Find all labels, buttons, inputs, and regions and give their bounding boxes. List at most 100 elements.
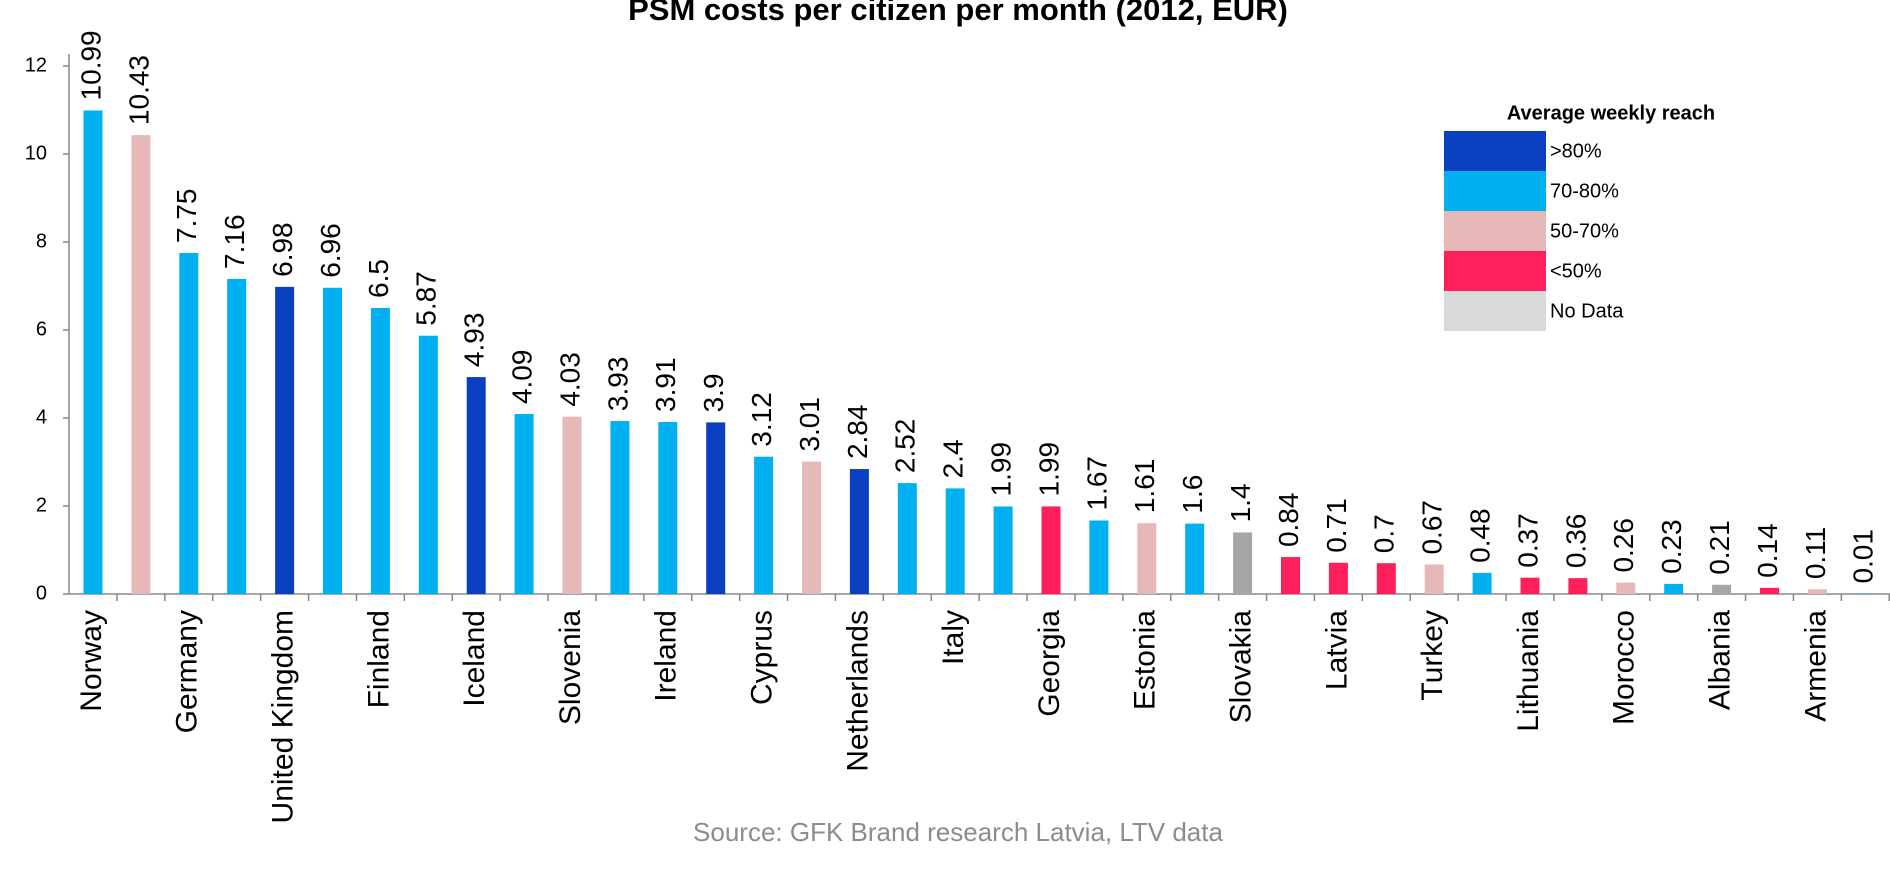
x-tick-label: Germany [171,610,204,733]
bar [1472,572,1492,594]
bar [1424,564,1444,594]
value-label: 0.23 [1656,519,1687,574]
value-label: 7.16 [219,214,250,269]
value-label: 3.93 [602,357,633,412]
legend-swatch [1444,211,1546,251]
bar [945,488,965,594]
x-tick-label: Iceland [458,610,491,707]
value-label: 2.52 [890,419,921,474]
x-tick-label: Cyprus [746,610,779,705]
value-label: 2.84 [842,405,873,460]
bar [323,287,342,594]
value-label: 4.03 [554,352,585,407]
bar [1616,582,1636,594]
value-label: 3.9 [698,373,729,412]
bar [1041,506,1061,594]
value-label: 1.61 [1129,459,1160,514]
bar [1520,577,1540,594]
bar [1233,532,1253,594]
bar [179,253,199,594]
x-tick-label: Norway [75,610,108,712]
value-label: 1.67 [1081,456,1112,511]
value-label: 0.37 [1512,513,1543,568]
value-label: 0.01 [1848,529,1879,584]
legend-label: 50-70% [1550,220,1619,242]
x-tick-label: Slovakia [1225,610,1258,724]
bar [897,483,917,594]
bar [275,286,295,594]
y-tick-label: 0 [36,582,47,604]
value-label: 5.87 [411,271,442,326]
legend-swatch [1444,291,1546,331]
x-tick-label: Lithuania [1512,610,1545,732]
value-label: 0.7 [1369,514,1400,553]
bar [83,110,103,594]
value-label: 6.5 [363,259,394,298]
value-label: 2.4 [938,439,969,478]
x-tick-label: United Kingdom [267,610,300,823]
chart-title: PSM costs per citizen per month (2012, E… [628,0,1288,27]
value-label: 0.71 [1321,498,1352,553]
bar [131,135,151,594]
legend-label: No Data [1550,300,1624,322]
legend-label: <50% [1550,260,1602,282]
value-label: 7.75 [171,189,202,244]
value-label: 1.6 [1177,475,1208,514]
bar [370,308,390,594]
x-tick-label: Morocco [1608,610,1641,725]
bar [1328,562,1348,594]
value-label: 3.01 [794,397,825,452]
value-label: 6.98 [267,222,298,277]
y-tick-label: 4 [36,406,47,428]
bar [706,422,726,594]
value-label: 1.99 [985,442,1016,497]
source: Source: GFK Brand research Latvia, LTV d… [693,817,1223,847]
x-tick-label: Estonia [1129,610,1162,710]
x-tick-label: Georgia [1033,610,1066,717]
bar [993,506,1013,594]
bar [802,461,821,594]
bar [1664,583,1684,594]
bar [1137,523,1157,594]
value-label: 1.99 [1033,442,1064,497]
x-tick-label: Finland [362,610,395,708]
value-label: 0.36 [1560,514,1591,569]
value-label: 0.21 [1704,520,1735,575]
x-tick-label: Ireland [650,610,683,702]
legend-label: 70-80% [1550,180,1619,202]
bar [1712,584,1732,594]
bar [610,421,630,594]
bar [849,469,869,594]
legend-swatch [1444,171,1546,211]
value-label: 1.4 [1225,483,1256,522]
x-tick-label: Armenia [1799,610,1832,722]
bar [1376,563,1396,594]
legend-title: Average weekly reach [1507,102,1715,124]
value-label: 10.43 [123,55,154,125]
value-label: 0.67 [1417,500,1448,555]
y-tick-label: 10 [25,142,47,164]
legend-label: >80% [1550,140,1602,162]
x-tick-label: Albania [1704,610,1737,710]
value-label: 0.84 [1273,493,1304,548]
bar [1089,520,1109,594]
x-tick-label: Latvia [1320,610,1353,690]
value-label: 0.26 [1608,518,1639,573]
bar [1185,523,1205,594]
value-label: 0.11 [1800,527,1831,579]
x-tick-label: Italy [937,610,970,665]
x-tick-label: Netherlands [841,610,874,772]
value-label: 0.14 [1752,523,1783,578]
y-tick-label: 6 [36,318,47,340]
value-label: 6.96 [315,223,346,278]
bar [754,456,774,594]
y-tick-label: 8 [36,230,47,252]
bar [514,414,534,594]
value-label: 3.91 [650,357,681,412]
value-label: 3.12 [746,392,777,447]
legend-swatch [1444,131,1546,171]
bar [1568,578,1588,594]
bar [227,278,247,594]
bar [1807,589,1827,594]
bar [1281,557,1300,594]
